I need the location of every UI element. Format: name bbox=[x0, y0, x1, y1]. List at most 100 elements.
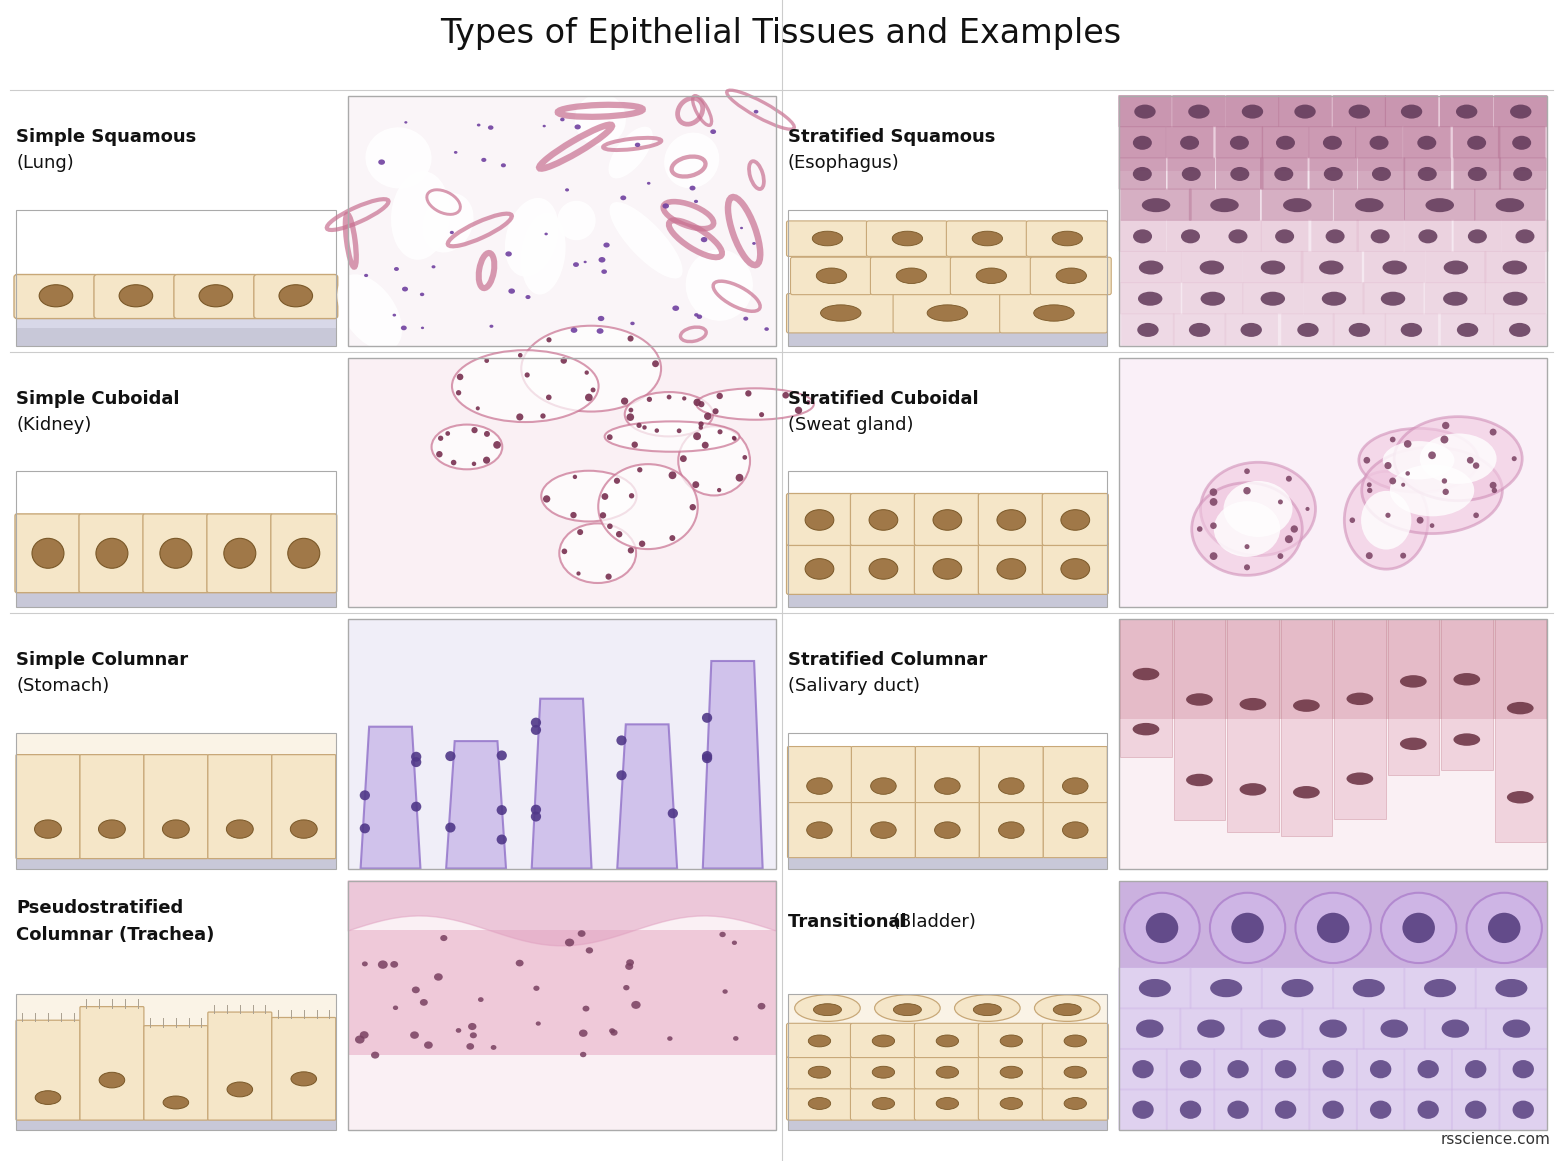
Ellipse shape bbox=[1261, 291, 1285, 305]
Ellipse shape bbox=[796, 406, 802, 414]
Ellipse shape bbox=[1139, 979, 1171, 997]
Ellipse shape bbox=[1210, 553, 1218, 560]
Ellipse shape bbox=[1468, 230, 1486, 244]
Ellipse shape bbox=[616, 735, 627, 745]
Ellipse shape bbox=[974, 1004, 1002, 1016]
FancyBboxPatch shape bbox=[1119, 219, 1166, 252]
FancyBboxPatch shape bbox=[173, 274, 258, 318]
FancyBboxPatch shape bbox=[253, 274, 338, 318]
Ellipse shape bbox=[1400, 676, 1427, 687]
Ellipse shape bbox=[1516, 230, 1535, 244]
Ellipse shape bbox=[370, 1052, 380, 1059]
FancyBboxPatch shape bbox=[1499, 1089, 1547, 1131]
Ellipse shape bbox=[1275, 136, 1296, 150]
FancyBboxPatch shape bbox=[1485, 282, 1546, 315]
FancyBboxPatch shape bbox=[1450, 1089, 1500, 1131]
Bar bbox=[1119, 619, 1547, 868]
Ellipse shape bbox=[450, 231, 453, 235]
FancyBboxPatch shape bbox=[1497, 127, 1546, 158]
Polygon shape bbox=[617, 724, 677, 868]
Ellipse shape bbox=[1443, 421, 1449, 430]
Ellipse shape bbox=[616, 770, 627, 780]
Bar bbox=[788, 858, 1107, 868]
Polygon shape bbox=[703, 661, 763, 868]
Polygon shape bbox=[531, 699, 591, 868]
FancyBboxPatch shape bbox=[80, 514, 145, 592]
FancyBboxPatch shape bbox=[1485, 1008, 1547, 1050]
Ellipse shape bbox=[520, 326, 661, 411]
FancyBboxPatch shape bbox=[871, 258, 952, 295]
Ellipse shape bbox=[628, 408, 633, 412]
Ellipse shape bbox=[410, 1031, 419, 1039]
Ellipse shape bbox=[1132, 1060, 1153, 1079]
Ellipse shape bbox=[1197, 526, 1202, 532]
FancyBboxPatch shape bbox=[80, 755, 144, 859]
Ellipse shape bbox=[39, 284, 73, 307]
FancyBboxPatch shape bbox=[786, 294, 894, 333]
Ellipse shape bbox=[1355, 199, 1383, 212]
Ellipse shape bbox=[1352, 979, 1385, 997]
Ellipse shape bbox=[1189, 323, 1210, 337]
Ellipse shape bbox=[585, 370, 589, 375]
Ellipse shape bbox=[999, 822, 1024, 838]
FancyBboxPatch shape bbox=[1494, 95, 1547, 128]
FancyBboxPatch shape bbox=[1189, 967, 1263, 1009]
Ellipse shape bbox=[1210, 893, 1285, 962]
Ellipse shape bbox=[1488, 913, 1521, 943]
Ellipse shape bbox=[805, 510, 835, 531]
Ellipse shape bbox=[497, 750, 506, 760]
FancyBboxPatch shape bbox=[1332, 967, 1405, 1009]
Ellipse shape bbox=[288, 539, 320, 568]
Ellipse shape bbox=[542, 124, 545, 128]
Ellipse shape bbox=[669, 535, 675, 541]
Ellipse shape bbox=[420, 326, 424, 330]
FancyBboxPatch shape bbox=[1043, 801, 1107, 858]
Ellipse shape bbox=[1227, 1101, 1249, 1119]
FancyBboxPatch shape bbox=[1118, 1008, 1182, 1050]
Bar bbox=[347, 619, 775, 868]
Ellipse shape bbox=[1507, 791, 1533, 803]
Ellipse shape bbox=[508, 288, 516, 294]
Ellipse shape bbox=[717, 488, 721, 492]
Ellipse shape bbox=[355, 1036, 364, 1044]
Ellipse shape bbox=[605, 574, 611, 579]
Ellipse shape bbox=[1146, 913, 1179, 943]
Ellipse shape bbox=[1186, 693, 1213, 706]
Ellipse shape bbox=[808, 1034, 830, 1047]
FancyBboxPatch shape bbox=[914, 493, 980, 546]
Ellipse shape bbox=[935, 778, 960, 794]
Ellipse shape bbox=[1000, 1066, 1022, 1079]
Ellipse shape bbox=[1210, 522, 1216, 529]
Ellipse shape bbox=[436, 450, 442, 457]
FancyBboxPatch shape bbox=[1166, 1089, 1216, 1131]
Ellipse shape bbox=[625, 392, 713, 437]
Bar bbox=[1121, 619, 1172, 757]
Text: Stratified Cuboidal: Stratified Cuboidal bbox=[788, 390, 978, 408]
Bar bbox=[16, 994, 336, 1130]
Ellipse shape bbox=[505, 197, 558, 276]
Ellipse shape bbox=[1275, 1101, 1296, 1119]
Bar bbox=[1280, 619, 1332, 836]
FancyBboxPatch shape bbox=[850, 1023, 916, 1058]
Ellipse shape bbox=[1513, 1101, 1533, 1119]
Ellipse shape bbox=[591, 388, 596, 392]
FancyBboxPatch shape bbox=[1213, 1048, 1263, 1090]
Ellipse shape bbox=[1291, 525, 1297, 533]
FancyBboxPatch shape bbox=[1333, 188, 1405, 221]
Ellipse shape bbox=[1275, 230, 1294, 244]
Ellipse shape bbox=[1390, 464, 1474, 517]
Ellipse shape bbox=[1061, 510, 1089, 531]
Ellipse shape bbox=[1443, 291, 1468, 305]
Ellipse shape bbox=[621, 195, 627, 200]
Ellipse shape bbox=[1418, 167, 1436, 181]
Ellipse shape bbox=[278, 284, 313, 307]
FancyBboxPatch shape bbox=[1355, 1048, 1405, 1090]
Ellipse shape bbox=[758, 1003, 766, 1010]
FancyBboxPatch shape bbox=[1355, 1089, 1405, 1131]
Text: (Lung): (Lung) bbox=[16, 154, 73, 172]
Ellipse shape bbox=[872, 1097, 894, 1110]
Ellipse shape bbox=[392, 1005, 399, 1010]
FancyBboxPatch shape bbox=[1333, 313, 1386, 346]
Ellipse shape bbox=[1293, 699, 1319, 712]
Ellipse shape bbox=[1182, 230, 1200, 244]
